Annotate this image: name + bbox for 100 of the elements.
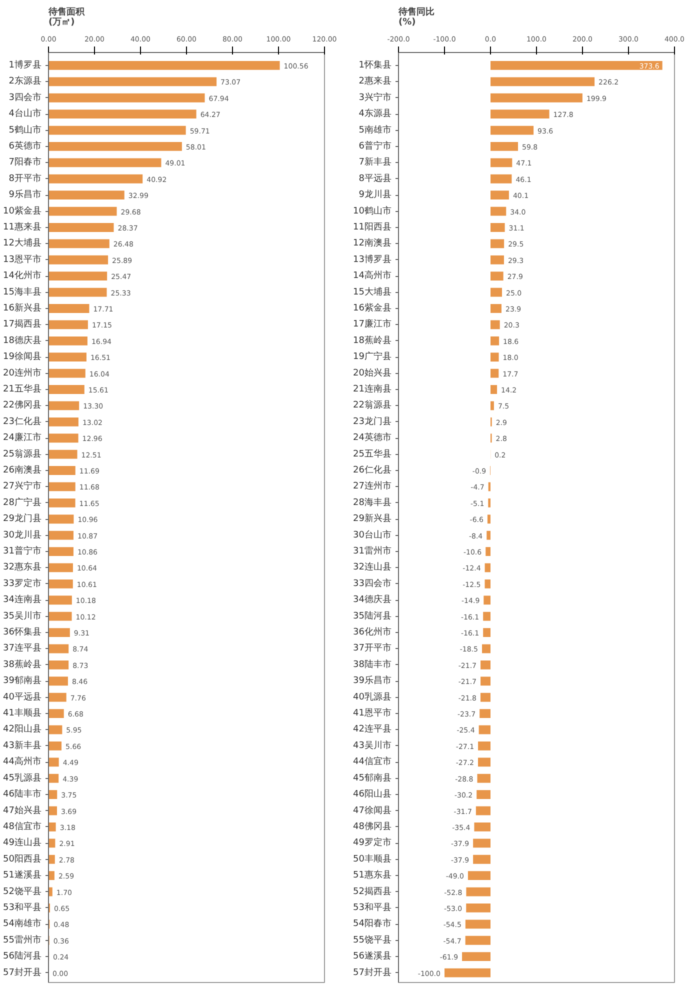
y-tick-label: 36怀集县 <box>3 626 42 638</box>
y-tick-label: 8开平市 <box>8 172 42 184</box>
y-tick-label: 12大埔县 <box>3 238 42 249</box>
y-tick-label: 40平远县 <box>3 691 42 702</box>
y-tick-label: 3兴宁市 <box>358 92 392 103</box>
y-tick-label: 9乐昌市 <box>8 189 42 200</box>
y-tick-label: 33四会市 <box>353 578 392 589</box>
y-tick-label: 32连山县 <box>353 562 392 573</box>
y-tick-label: 53和平县 <box>353 902 392 913</box>
y-tick-label: 3四会市 <box>8 92 42 103</box>
y-tick-label: 34德庆县 <box>353 594 392 606</box>
y-tick-label: 19广宁县 <box>353 351 392 362</box>
y-tick-label: 49连山县 <box>3 837 42 848</box>
chart-title: 待售同比 (%) <box>398 6 434 28</box>
y-tick-label: 18蕉岭县 <box>353 334 392 346</box>
y-tick-label: 47徐闻县 <box>353 804 392 816</box>
y-tick-label: 27兴宁市 <box>3 480 42 492</box>
y-tick-label: 54南雄市 <box>3 918 42 930</box>
y-tick-label: 21五华县 <box>3 384 42 395</box>
y-tick-label: 6普宁市 <box>358 140 392 152</box>
y-tick-label: 42连平县 <box>353 724 392 735</box>
y-tick-label: 17廉江市 <box>353 318 392 330</box>
y-tick-label: 57封开县 <box>3 966 42 978</box>
y-tick-label: 35吴川市 <box>3 610 42 622</box>
y-tick-label: 1怀集县 <box>358 59 392 70</box>
y-tick-label: 8平远县 <box>358 172 392 184</box>
y-tick-label: 17揭西县 <box>3 318 42 330</box>
y-tick-label: 38蕉岭县 <box>3 658 42 670</box>
y-tick-label: 55雷州市 <box>3 934 42 946</box>
y-tick-label: 15海丰县 <box>3 286 42 298</box>
y-tick-label: 34连南县 <box>3 594 42 606</box>
y-tick-label: 48信宜市 <box>3 820 42 832</box>
y-tick-label: 26仁化县 <box>353 464 392 476</box>
y-tick-label: 31普宁市 <box>3 546 42 557</box>
y-tick-label: 27连州市 <box>353 480 392 492</box>
y-tick-label: 43新丰县 <box>3 740 42 751</box>
y-tick-label: 23龙门县 <box>353 416 392 427</box>
y-tick-label: 20始兴县 <box>353 367 392 378</box>
y-tick-label: 44信宜市 <box>353 756 392 768</box>
y-tick-label: 29龙门县 <box>3 513 42 524</box>
y-tick-label: 57封开县 <box>353 966 392 978</box>
y-tick-label: 53和平县 <box>3 902 42 913</box>
y-tick-label: 23仁化县 <box>3 416 42 427</box>
y-tick-label: 48佛冈县 <box>353 820 392 832</box>
y-tick-label: 20连州市 <box>3 367 42 378</box>
y-tick-label: 37开平市 <box>353 642 392 654</box>
y-tick-label: 5南雄市 <box>358 124 392 136</box>
y-tick-label: 44高州市 <box>3 756 42 768</box>
y-tick-label: 46阳山县 <box>353 788 392 800</box>
y-tick-label: 13博罗县 <box>353 254 392 265</box>
y-tick-label: 54阳春市 <box>353 918 392 930</box>
y-tick-label: 46陆丰市 <box>3 788 42 800</box>
y-tick-label: 24英德市 <box>353 432 392 444</box>
y-tick-label: 37连平县 <box>3 642 42 654</box>
y-tick-label: 52揭西县 <box>353 886 392 897</box>
y-tick-label: 39郁南县 <box>3 675 42 686</box>
y-tick-label: 55饶平县 <box>353 934 392 946</box>
y-tick-label: 50阳西县 <box>3 853 42 864</box>
y-tick-label: 21连南县 <box>353 384 392 395</box>
y-tick-label: 5鹤山市 <box>8 124 42 136</box>
y-tick-label: 47始兴县 <box>3 804 42 816</box>
y-tick-label: 19徐闻县 <box>3 351 42 362</box>
y-tick-label: 45乳源县 <box>3 772 42 784</box>
y-tick-label: 2惠来县 <box>358 76 392 87</box>
y-tick-label: 10鹤山市 <box>353 205 392 216</box>
y-tick-label: 28海丰县 <box>353 496 392 508</box>
y-tick-label: 30台山市 <box>353 529 392 540</box>
y-tick-label: 49罗定市 <box>353 837 392 848</box>
y-tick-label: 10紫金县 <box>3 205 42 216</box>
y-tick-label: 1博罗县 <box>8 59 42 70</box>
y-tick-label: 4台山市 <box>8 108 42 120</box>
y-tick-label: 36化州市 <box>353 626 392 638</box>
y-tick-label: 12南澳县 <box>353 238 392 249</box>
y-tick-label: 18德庆县 <box>3 334 42 346</box>
y-tick-label: 26南澳县 <box>3 464 42 476</box>
y-tick-label: 9龙川县 <box>358 189 392 200</box>
y-tick-label: 29新兴县 <box>353 513 392 524</box>
y-tick-label: 16紫金县 <box>353 302 392 314</box>
chart-title: 待售面积 (万㎡) <box>48 6 86 28</box>
y-tick-label: 4东源县 <box>358 108 392 120</box>
y-tick-label: 14高州市 <box>353 270 392 282</box>
y-tick-label: 42阳山县 <box>3 724 42 735</box>
y-tick-label: 7新丰县 <box>358 156 392 168</box>
y-tick-label: 35陆河县 <box>353 610 392 622</box>
y-tick-label: 22翁源县 <box>353 400 392 411</box>
y-tick-label: 43吴川市 <box>353 740 392 751</box>
y-tick-label: 25翁源县 <box>3 448 42 460</box>
y-tick-label: 50丰顺县 <box>353 853 392 864</box>
y-tick-label: 15大埔县 <box>353 286 392 298</box>
y-tick-label: 33罗定市 <box>3 578 42 589</box>
y-tick-label: 51惠东县 <box>353 870 392 881</box>
y-tick-label: 16新兴县 <box>3 302 42 314</box>
y-tick-label: 56陆河县 <box>3 950 42 962</box>
y-tick-label: 40乳源县 <box>353 691 392 702</box>
y-tick-label: 38陆丰市 <box>353 658 392 670</box>
y-tick-label: 39乐昌市 <box>353 675 392 686</box>
y-tick-label: 41丰顺县 <box>3 708 42 719</box>
y-tick-label: 11惠来县 <box>3 221 42 232</box>
y-tick-label: 6英德市 <box>8 140 42 152</box>
y-tick-label: 51遂溪县 <box>3 870 42 881</box>
